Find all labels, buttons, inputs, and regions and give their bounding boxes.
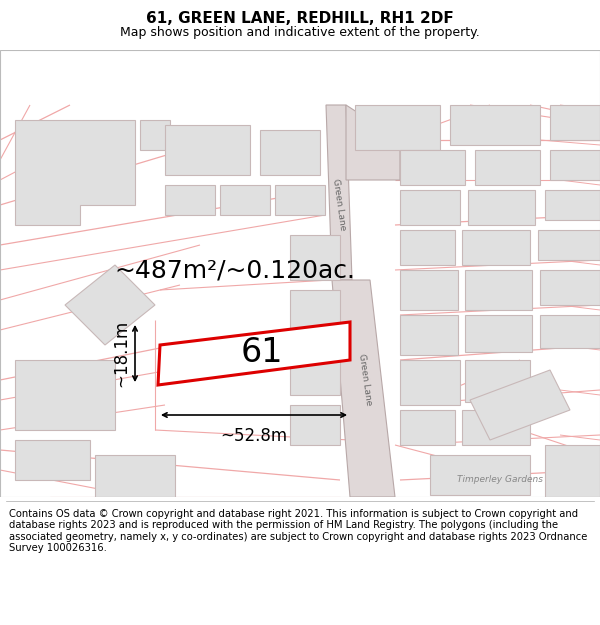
Polygon shape [290,290,340,335]
Polygon shape [95,455,175,497]
Polygon shape [400,315,458,355]
Text: ~487m²/~0.120ac.: ~487m²/~0.120ac. [115,258,355,282]
Polygon shape [462,230,530,265]
Polygon shape [400,230,455,265]
Polygon shape [400,190,460,225]
Text: 61: 61 [241,336,283,369]
Polygon shape [462,410,530,445]
Polygon shape [326,105,352,280]
Polygon shape [400,270,458,310]
Polygon shape [275,185,325,215]
Polygon shape [220,185,270,215]
Text: ~52.8m: ~52.8m [220,427,287,445]
Polygon shape [140,120,170,150]
Polygon shape [400,410,455,445]
Polygon shape [540,270,600,305]
Polygon shape [290,345,340,395]
Polygon shape [400,150,465,185]
Polygon shape [550,105,600,140]
Text: Map shows position and indicative extent of the property.: Map shows position and indicative extent… [120,26,480,39]
Polygon shape [450,105,540,145]
Polygon shape [465,270,532,310]
Polygon shape [165,125,250,175]
Polygon shape [465,315,532,352]
Polygon shape [538,230,600,260]
Text: Timperley Gardens: Timperley Gardens [457,476,543,484]
Polygon shape [15,440,90,480]
Polygon shape [550,150,600,180]
Polygon shape [158,322,350,385]
Polygon shape [468,190,535,225]
Polygon shape [260,130,320,175]
Polygon shape [290,405,340,445]
Polygon shape [400,360,460,405]
Text: 61, GREEN LANE, REDHILL, RH1 2DF: 61, GREEN LANE, REDHILL, RH1 2DF [146,11,454,26]
Polygon shape [430,455,530,495]
Text: Green Lane: Green Lane [357,354,373,406]
Polygon shape [465,360,530,402]
Polygon shape [355,105,440,150]
Text: Green Lane: Green Lane [331,179,347,231]
Polygon shape [545,445,600,497]
Polygon shape [540,315,600,348]
Polygon shape [15,360,115,430]
Polygon shape [475,150,540,185]
Polygon shape [545,190,600,220]
Polygon shape [65,265,155,345]
Polygon shape [15,120,135,225]
Polygon shape [346,105,400,180]
Polygon shape [165,185,215,215]
Text: ~18.1m: ~18.1m [112,319,130,387]
Polygon shape [290,235,340,280]
Polygon shape [332,280,395,497]
Polygon shape [470,370,570,440]
Text: Contains OS data © Crown copyright and database right 2021. This information is : Contains OS data © Crown copyright and d… [9,509,587,553]
